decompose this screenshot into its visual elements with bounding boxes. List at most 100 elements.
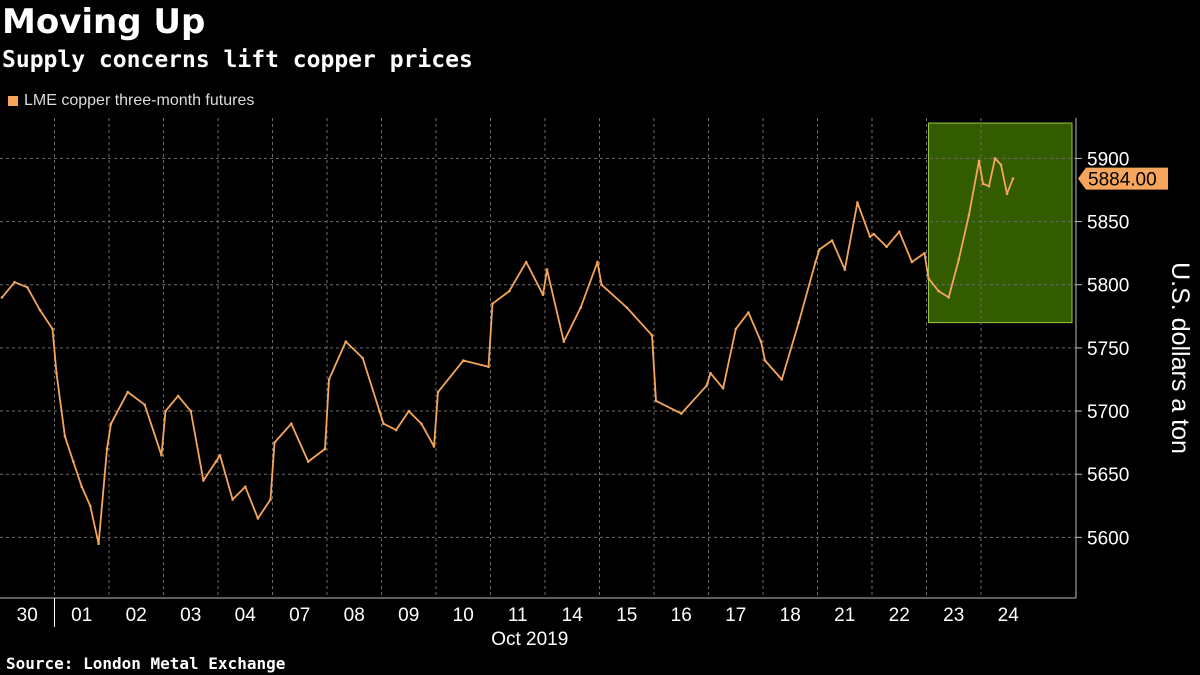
series-point — [51, 327, 54, 331]
series-point — [38, 308, 42, 312]
series-point — [625, 306, 629, 309]
chart-title: Moving Up — [2, 2, 206, 42]
series-point — [394, 428, 398, 432]
series-point — [885, 245, 888, 249]
series-point — [947, 296, 950, 299]
series-point — [189, 409, 193, 413]
series-point — [378, 409, 381, 413]
series-point — [957, 258, 961, 261]
series-point — [856, 201, 859, 204]
series-point — [97, 542, 100, 545]
series-point — [868, 235, 872, 238]
x-tick-label: 30 — [17, 605, 38, 626]
series-point — [596, 260, 599, 264]
x-tick-label: 07 — [289, 605, 310, 626]
series-point — [202, 479, 205, 482]
x-tick-label: 08 — [344, 605, 365, 626]
series-point — [109, 422, 113, 426]
series-point — [508, 289, 511, 293]
x-tick-label: 14 — [562, 605, 584, 626]
series-point — [709, 371, 712, 375]
series-point — [491, 302, 494, 306]
y-tick-label: 5850 — [1087, 213, 1129, 234]
x-tick-label: 02 — [126, 605, 147, 626]
series-point — [705, 384, 708, 388]
y-tick-label: 5750 — [1087, 339, 1129, 360]
x-tick-label: 09 — [398, 605, 419, 626]
series-point — [26, 286, 29, 289]
x-tick-label: 24 — [998, 605, 1020, 626]
series-point — [898, 230, 901, 233]
series-point — [579, 306, 582, 309]
series-line — [1, 157, 1014, 545]
x-tick-label: 22 — [889, 605, 910, 626]
source-note: Source: London Metal Exchange — [6, 654, 286, 673]
legend-swatch — [8, 96, 18, 106]
series-point — [164, 409, 167, 413]
series-point — [344, 340, 348, 343]
y-tick-label: 5900 — [1087, 149, 1129, 170]
series-point — [987, 184, 991, 188]
series-point — [977, 159, 981, 163]
x-tick-label: 03 — [180, 605, 201, 626]
series-point — [747, 311, 750, 314]
series-point — [780, 378, 784, 381]
series-point — [218, 454, 222, 457]
series-point — [361, 356, 365, 360]
series-point — [927, 277, 930, 280]
series-point — [600, 283, 603, 287]
series-point — [1011, 177, 1015, 180]
x-tick-label: 17 — [725, 605, 746, 626]
series-point — [993, 157, 997, 160]
series-point — [872, 232, 876, 236]
x-tick-label: 15 — [616, 605, 637, 626]
series-point — [0, 296, 4, 299]
y-tick-label: 5800 — [1087, 276, 1129, 297]
chart-subtitle: Supply concerns lift copper prices — [2, 47, 473, 73]
series-point — [654, 399, 658, 403]
series-point — [436, 390, 440, 394]
series-point — [273, 441, 276, 444]
series-point — [290, 422, 293, 426]
series-point — [541, 293, 545, 297]
y-tick-label: 5600 — [1087, 528, 1129, 549]
series-point — [923, 251, 926, 255]
y-tick-label: 5700 — [1087, 402, 1129, 423]
series-point — [937, 289, 940, 293]
series-point — [545, 268, 549, 271]
series-point — [160, 454, 163, 457]
last-value-label: 5884.00 — [1088, 170, 1157, 191]
legend-label: LME copper three-month futures — [24, 92, 255, 109]
legend: LME copper three-month futures — [8, 90, 254, 112]
series-point — [830, 239, 834, 242]
x-tick-label: 11 — [508, 605, 528, 626]
series-point — [734, 327, 738, 331]
series-point — [176, 394, 180, 398]
series-point — [420, 422, 423, 426]
x-tick-label: 10 — [453, 605, 474, 626]
series-point — [80, 485, 84, 489]
series-point — [680, 412, 683, 415]
series-point — [1005, 192, 1009, 196]
series-point — [407, 409, 411, 413]
series-point — [814, 260, 817, 264]
x-tick-label: 04 — [235, 605, 257, 626]
x-month-label: Oct 2019 — [491, 629, 568, 650]
series-point — [72, 460, 75, 463]
x-tick-label: 18 — [780, 605, 801, 626]
series-point — [999, 163, 1003, 166]
y-tick-label: 5650 — [1087, 465, 1129, 486]
series-point — [797, 321, 800, 324]
x-tick-label: 21 — [834, 605, 855, 626]
series-point — [524, 260, 528, 264]
series-point — [214, 460, 218, 463]
series-point — [244, 485, 247, 489]
last-value-badge — [1078, 167, 1168, 190]
series-point — [231, 498, 234, 501]
series-point — [721, 387, 725, 390]
series-point — [63, 435, 67, 438]
x-tick-label: 16 — [671, 605, 692, 626]
series-point — [323, 447, 327, 451]
series-point — [981, 182, 985, 185]
